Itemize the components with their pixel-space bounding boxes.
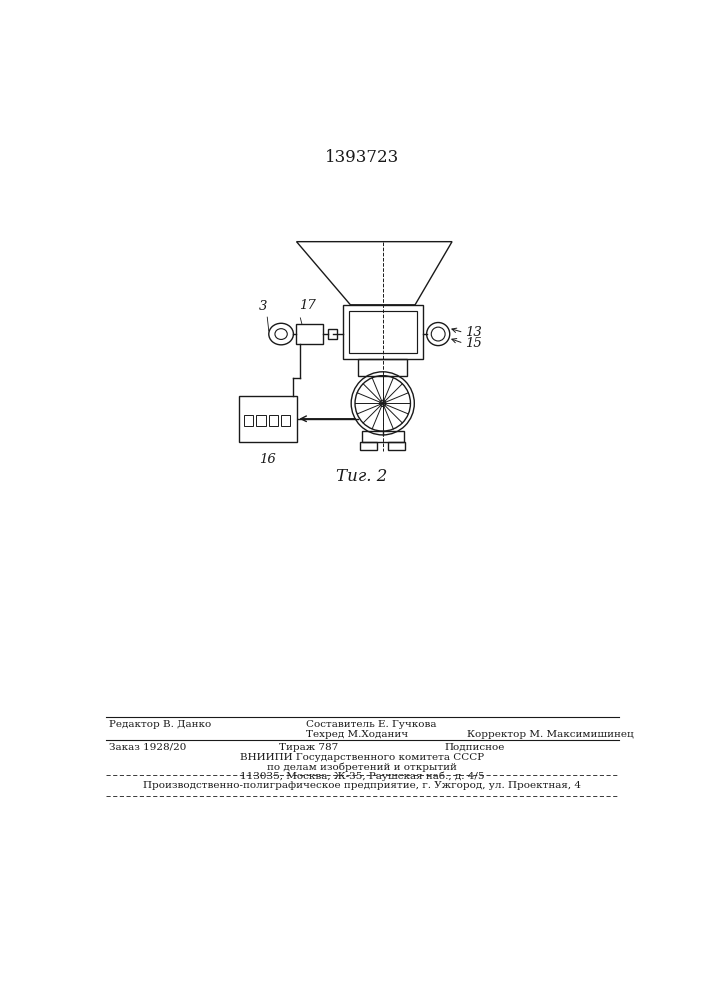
Bar xyxy=(349,311,416,353)
Text: Производственно-полиграфическое предприятие, г. Ужгород, ул. Проектная, 4: Производственно-полиграфическое предприя… xyxy=(143,781,581,790)
Bar xyxy=(328,329,337,339)
Bar xyxy=(281,415,291,426)
Text: 113035, Москва, Ж-35, Раушская наб., д. 4/5: 113035, Москва, Ж-35, Раушская наб., д. … xyxy=(240,771,484,781)
Text: 1393723: 1393723 xyxy=(325,149,399,166)
Text: Подписное: Подписное xyxy=(444,743,505,752)
Text: 3: 3 xyxy=(259,300,267,312)
Text: по делам изобретений и открытий: по делам изобретений и открытий xyxy=(267,762,457,772)
Bar xyxy=(244,415,253,426)
Bar xyxy=(239,396,296,442)
Text: 13: 13 xyxy=(465,326,482,339)
Bar xyxy=(257,415,266,426)
Bar xyxy=(343,305,423,359)
Bar xyxy=(388,442,405,450)
Text: 16: 16 xyxy=(259,453,276,466)
Text: Тираж 787: Тираж 787 xyxy=(279,743,338,752)
Text: Τиг. 2: Τиг. 2 xyxy=(337,468,387,485)
Text: 15: 15 xyxy=(465,337,482,350)
Text: Составитель Е. Гучкова: Составитель Е. Гучкова xyxy=(305,720,436,729)
Bar xyxy=(362,431,404,442)
Bar xyxy=(358,359,407,376)
Text: 17: 17 xyxy=(299,299,315,312)
Text: Корректор М. Максимишинец: Корректор М. Максимишинец xyxy=(467,730,634,739)
Text: Редактор В. Данко: Редактор В. Данко xyxy=(110,720,211,729)
Bar xyxy=(296,324,322,344)
Text: Техред М.Ходанич: Техред М.Ходанич xyxy=(305,730,408,739)
Text: ВНИИПИ Государственного комитета СССР: ВНИИПИ Государственного комитета СССР xyxy=(240,753,484,762)
Text: Заказ 1928/20: Заказ 1928/20 xyxy=(110,743,187,752)
Bar xyxy=(361,442,378,450)
Bar xyxy=(269,415,278,426)
